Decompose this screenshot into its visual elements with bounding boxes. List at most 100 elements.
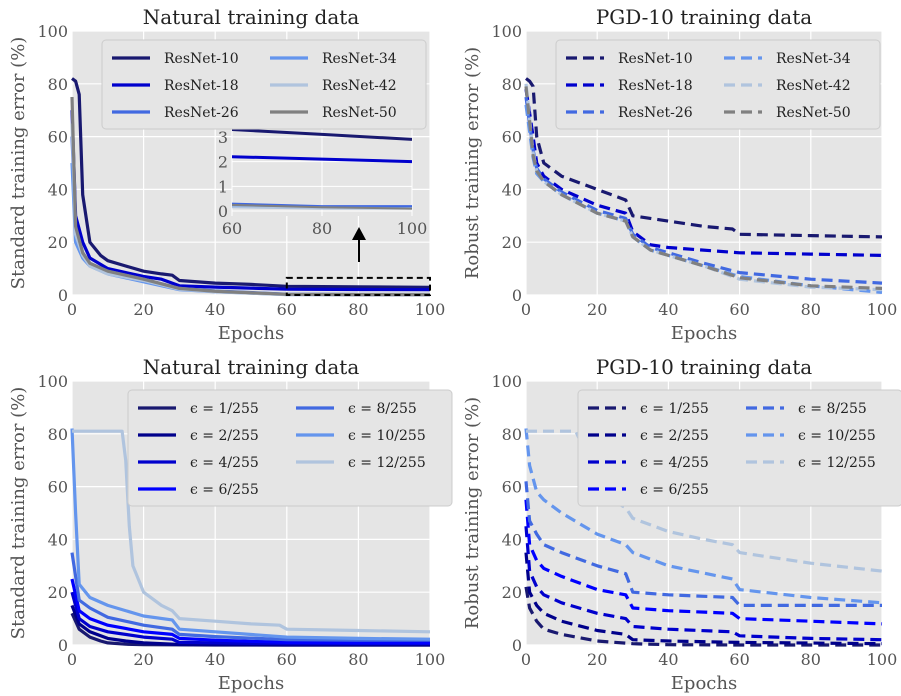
series-line-1 xyxy=(524,586,882,647)
inset-series-line-3 xyxy=(232,202,412,208)
legend-label: ϵ = 8/255 xyxy=(798,401,867,417)
legend-label: ResNet-26 xyxy=(164,105,239,121)
legend xyxy=(577,389,901,507)
y-tick-label: 0 xyxy=(512,636,522,655)
x-tick-label: 80 xyxy=(801,300,821,319)
y-tick-label: 100 xyxy=(491,22,522,41)
series-line-6 xyxy=(70,96,431,297)
x-tick-label: 40 xyxy=(205,650,225,669)
x-tick-label: 20 xyxy=(587,650,607,669)
x-tick-label: 0 xyxy=(67,300,77,319)
legend-label: ϵ = 6/255 xyxy=(190,482,259,498)
series-line-2 xyxy=(70,110,431,292)
inset-series-line-2 xyxy=(232,155,412,164)
series-line-3 xyxy=(70,591,430,646)
series-line-1 xyxy=(71,77,431,289)
x-tick-label: 100 xyxy=(867,650,898,669)
y-tick-label: 20 xyxy=(48,233,68,252)
zoom-box xyxy=(285,276,431,296)
x-tick-label: 100 xyxy=(415,650,446,669)
y-tick-label: 20 xyxy=(502,233,522,252)
series-line-4 xyxy=(70,578,430,645)
zoom-arrow-head xyxy=(352,227,366,240)
x-tick-label: 20 xyxy=(133,300,153,319)
series-line-1 xyxy=(525,77,883,239)
y-tick-label: 100 xyxy=(37,22,68,41)
x-tick-label: 60 xyxy=(277,650,297,669)
x-tick-label: 40 xyxy=(658,650,678,669)
y-axis-label: Robust training error (%) xyxy=(462,397,483,629)
inset-y-tick-label: 3 xyxy=(218,128,228,147)
legend-label: ϵ = 4/255 xyxy=(640,455,709,471)
y-axis-label: Robust training error (%) xyxy=(462,47,483,279)
x-tick-label: 40 xyxy=(658,300,678,319)
x-tick-label: 100 xyxy=(867,300,898,319)
chart-panel-4: 0 20 40 60 80 100 0 20 40 60 80 100 ϵ = 1/255 ϵ = 2/2… xyxy=(462,355,901,694)
y-tick-label: 20 xyxy=(48,583,68,602)
legend-label: ϵ = 1/255 xyxy=(190,401,259,417)
legend-label: ResNet-34 xyxy=(322,51,397,67)
y-tick-label: 40 xyxy=(48,530,68,549)
legend-label: ResNet-26 xyxy=(618,105,693,121)
legend-label: ResNet-50 xyxy=(776,105,851,121)
x-tick-label: 20 xyxy=(587,300,607,319)
y-axis-label: Standard training error (%) xyxy=(8,37,29,290)
y-tick-label: 80 xyxy=(48,75,68,94)
legend-label: ϵ = 12/255 xyxy=(798,455,876,471)
series-line-7 xyxy=(72,429,431,634)
x-tick-label: 60 xyxy=(729,650,749,669)
legend-label: ϵ = 8/255 xyxy=(348,401,417,417)
series-line-6 xyxy=(524,86,883,290)
legend-label: ResNet-42 xyxy=(776,78,851,94)
y-tick-label: 20 xyxy=(502,583,522,602)
legend xyxy=(101,39,427,130)
legend-label: ϵ = 6/255 xyxy=(640,482,709,498)
inset-series-line-1 xyxy=(232,128,412,141)
series-line-5 xyxy=(524,481,882,607)
y-tick-label: 80 xyxy=(502,75,522,94)
x-axis-label: Epochs xyxy=(218,323,284,344)
y-tick-label: 40 xyxy=(502,180,522,199)
x-tick-label: 0 xyxy=(67,650,77,669)
legend-label: ResNet-18 xyxy=(164,78,239,94)
series-line-4 xyxy=(524,499,883,626)
y-tick-label: 0 xyxy=(58,286,68,305)
y-axis-label: Standard training error (%) xyxy=(8,387,29,640)
y-tick-label: 40 xyxy=(48,180,68,199)
y-tick-label: 0 xyxy=(58,636,68,655)
inset-y-tick-label: 0 xyxy=(218,202,228,221)
series-line-5 xyxy=(70,552,430,642)
x-tick-label: 60 xyxy=(277,300,297,319)
chart-panel-1: 0 20 40 60 80 100 0 20 40 60 80 100 60 80 100 0 1 2 3 ResNe… xyxy=(8,5,445,344)
chart-title: Natural training data xyxy=(143,5,360,29)
legend-label: ϵ = 1/255 xyxy=(640,401,709,417)
x-tick-label: 100 xyxy=(415,300,446,319)
legend-label: ResNet-50 xyxy=(322,105,397,121)
x-tick-label: 40 xyxy=(205,300,225,319)
x-tick-label: 0 xyxy=(521,300,531,319)
legend-label: ResNet-34 xyxy=(776,51,851,67)
legend xyxy=(555,39,881,130)
y-tick-label: 60 xyxy=(502,478,522,497)
chart-title: PGD-10 training data xyxy=(596,5,812,29)
series-line-2 xyxy=(524,552,883,646)
legend-label: ResNet-42 xyxy=(322,78,397,94)
x-tick-label: 20 xyxy=(133,650,153,669)
inset-series-line-6 xyxy=(232,203,412,210)
y-tick-label: 60 xyxy=(502,128,522,147)
x-axis-label: Epochs xyxy=(671,323,737,344)
x-tick-label: 0 xyxy=(521,650,531,669)
chart-panel-3: 0 20 40 60 80 100 0 20 40 60 80 100 ϵ = 1/255 ϵ = 2/2… xyxy=(8,355,453,694)
inset-y-tick-label: 1 xyxy=(218,177,228,196)
x-axis-label: Epochs xyxy=(671,673,737,694)
x-axis-label: Epochs xyxy=(218,673,284,694)
x-tick-label: 60 xyxy=(729,300,749,319)
series-line-2 xyxy=(524,88,883,257)
legend-label: ResNet-10 xyxy=(164,51,239,67)
y-tick-label: 80 xyxy=(502,425,522,444)
inset-y-tick-label: 2 xyxy=(218,153,228,172)
legend-label: ϵ = 2/255 xyxy=(190,428,259,444)
legend-label: ResNet-18 xyxy=(618,78,693,94)
inset-x-tick-label: 100 xyxy=(397,219,428,238)
legend-label: ϵ = 2/255 xyxy=(640,428,709,444)
